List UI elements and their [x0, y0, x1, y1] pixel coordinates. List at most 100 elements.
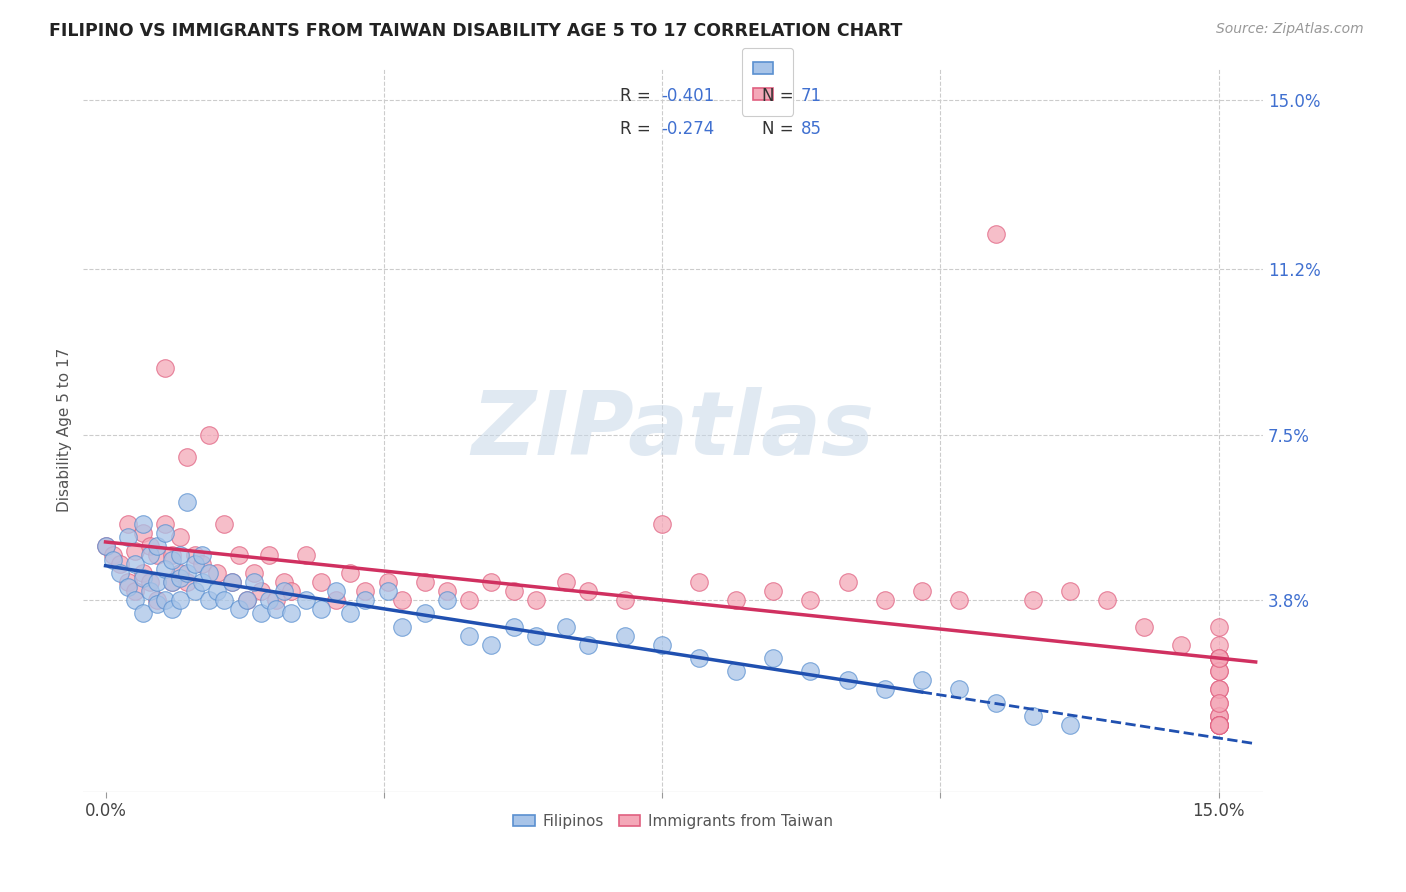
- Point: [1208, 718, 1230, 732]
- Point: [139, 539, 162, 553]
- Point: [325, 584, 347, 599]
- Point: [117, 516, 139, 531]
- Point: [948, 682, 970, 697]
- Point: [1208, 638, 1230, 652]
- Point: [124, 584, 146, 599]
- Point: [146, 549, 169, 563]
- Point: [1208, 651, 1230, 665]
- Point: [198, 566, 221, 581]
- Point: [205, 566, 228, 581]
- Point: [1208, 651, 1230, 665]
- Point: [524, 629, 547, 643]
- Text: N =: N =: [762, 120, 799, 137]
- Point: [481, 575, 503, 590]
- Point: [176, 575, 198, 590]
- Point: [273, 584, 295, 599]
- Point: [911, 584, 934, 599]
- Point: [799, 593, 821, 607]
- Point: [502, 584, 524, 599]
- Point: [250, 584, 273, 599]
- Point: [309, 575, 332, 590]
- Point: [1022, 709, 1045, 723]
- Point: [762, 651, 785, 665]
- Point: [214, 593, 236, 607]
- Point: [214, 516, 236, 531]
- Point: [176, 566, 198, 581]
- Point: [273, 575, 295, 590]
- Point: [146, 575, 169, 590]
- Point: [1208, 718, 1230, 732]
- Point: [235, 593, 257, 607]
- Point: [191, 558, 214, 572]
- Point: [169, 530, 191, 544]
- Text: 85: 85: [800, 120, 821, 137]
- Point: [1208, 651, 1230, 665]
- Text: N =: N =: [762, 87, 799, 105]
- Point: [651, 516, 673, 531]
- Point: [153, 516, 176, 531]
- Point: [436, 593, 458, 607]
- Point: [354, 593, 377, 607]
- Point: [117, 580, 139, 594]
- Text: FILIPINO VS IMMIGRANTS FROM TAIWAN DISABILITY AGE 5 TO 17 CORRELATION CHART: FILIPINO VS IMMIGRANTS FROM TAIWAN DISAB…: [49, 22, 903, 40]
- Point: [339, 607, 361, 621]
- Point: [131, 525, 153, 540]
- Point: [162, 575, 184, 590]
- Point: [153, 360, 176, 375]
- Point: [377, 575, 399, 590]
- Point: [221, 575, 243, 590]
- Point: [131, 566, 153, 581]
- Point: [1208, 709, 1230, 723]
- Point: [1208, 696, 1230, 710]
- Point: [243, 566, 266, 581]
- Point: [413, 607, 436, 621]
- Point: [153, 593, 176, 607]
- Point: [228, 549, 250, 563]
- Point: [984, 227, 1007, 241]
- Point: [1208, 709, 1230, 723]
- Point: [131, 607, 153, 621]
- Point: [183, 558, 205, 572]
- Point: [1097, 593, 1119, 607]
- Point: [837, 673, 859, 688]
- Point: [191, 549, 214, 563]
- Point: [191, 575, 214, 590]
- Point: [295, 549, 318, 563]
- Point: [436, 584, 458, 599]
- Point: [799, 665, 821, 679]
- Point: [162, 602, 184, 616]
- Point: [911, 673, 934, 688]
- Point: [1208, 665, 1230, 679]
- Point: [1208, 718, 1230, 732]
- Text: R =: R =: [620, 87, 657, 105]
- Point: [131, 571, 153, 585]
- Point: [146, 598, 169, 612]
- Point: [1208, 718, 1230, 732]
- Text: -0.274: -0.274: [661, 120, 714, 137]
- Point: [235, 593, 257, 607]
- Point: [124, 558, 146, 572]
- Point: [94, 539, 117, 553]
- Point: [688, 575, 710, 590]
- Point: [1208, 665, 1230, 679]
- Point: [984, 696, 1007, 710]
- Text: 71: 71: [800, 87, 821, 105]
- Point: [391, 620, 413, 634]
- Point: [146, 593, 169, 607]
- Point: [250, 607, 273, 621]
- Point: [762, 584, 785, 599]
- Point: [169, 571, 191, 585]
- Point: [264, 602, 287, 616]
- Point: [176, 494, 198, 508]
- Point: [139, 575, 162, 590]
- Point: [205, 584, 228, 599]
- Point: [169, 549, 191, 563]
- Point: [502, 620, 524, 634]
- Point: [264, 593, 287, 607]
- Point: [458, 629, 481, 643]
- Point: [1208, 682, 1230, 697]
- Point: [354, 584, 377, 599]
- Point: [1022, 593, 1045, 607]
- Point: [554, 575, 576, 590]
- Point: [146, 539, 169, 553]
